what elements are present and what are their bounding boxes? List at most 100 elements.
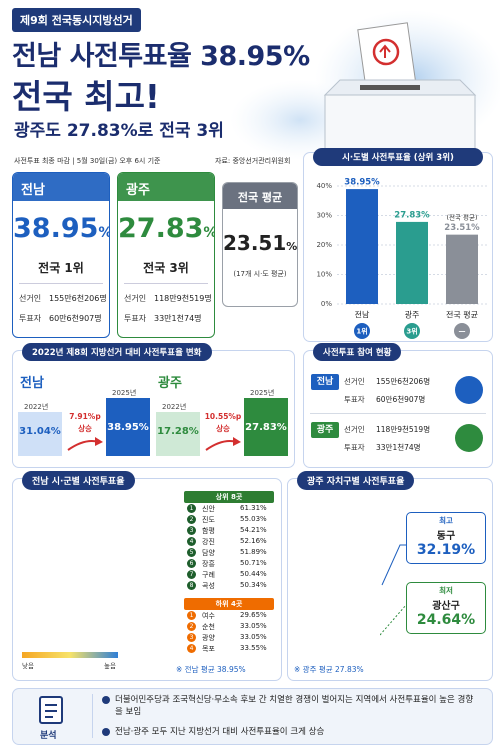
after-value: 38.95% (107, 422, 149, 433)
rank-number: 7 (187, 570, 196, 579)
subtitle: 광주도 27.83%로 전국 3위 (14, 121, 224, 141)
arrow-head (233, 437, 241, 446)
card-rate-wrap: 23.51% (223, 231, 297, 255)
stamp (372, 38, 400, 66)
card-line-label: 선거인 (19, 294, 42, 303)
average-card: 전국 평균 23.51% (17개 시·도 평균) (222, 182, 298, 307)
y-tick-label: 0% (321, 300, 332, 308)
arrow (205, 437, 241, 451)
year-after: 2025년 (112, 389, 137, 397)
rank-rate: 29.65% (240, 611, 267, 619)
card-rate-wrap: 27.83% (118, 213, 214, 244)
card-region: 전남 (21, 183, 45, 198)
divider (310, 413, 486, 414)
card-line-value: 60만6천907명 (49, 314, 102, 323)
divider (124, 283, 208, 284)
card-rate: 38.95 (13, 213, 99, 244)
section-title: 사전투표 참여 현황 (313, 343, 402, 361)
callout-rate: 32.19% (416, 542, 476, 558)
line-value: 118만9천519명 (376, 425, 431, 434)
analysis-label: 분석 (40, 731, 57, 741)
card-rank: 전국 3위 (143, 261, 189, 275)
title-line1: 전남 사전투표율 38.95% (12, 41, 310, 72)
callout-rate: 24.64% (416, 612, 476, 628)
callout-label: 최저 (439, 586, 453, 595)
region-name: 광주 (158, 376, 182, 391)
y-tick-label: 20% (316, 241, 332, 249)
rank-name: 진도 (202, 516, 215, 524)
section-title: 광주 자치구별 사전투표율 (297, 471, 415, 490)
rank-name: 순천 (202, 623, 215, 631)
card-line-value: 118만9천519명 (154, 294, 212, 303)
before-value: 17.28% (157, 426, 199, 437)
card-line-label: 투표자 (19, 314, 42, 323)
value-label: 27.83% (394, 210, 430, 220)
rank-badge (454, 323, 470, 339)
card-region: 광주 (126, 183, 150, 198)
panel (287, 478, 493, 681)
rank-number: 2 (187, 515, 196, 524)
card-unit: % (203, 225, 214, 241)
card-line-label: 선거인 (124, 294, 147, 303)
rank-rate: 50.71% (240, 559, 267, 567)
rank-name: 함평 (202, 527, 215, 535)
card-header (118, 173, 214, 201)
line-label: 투표자 (344, 443, 365, 452)
clipboard-lines (45, 704, 57, 718)
rank-number: 1 (187, 504, 196, 513)
rank-rate: 33.05% (240, 622, 267, 630)
rank-rate: 51.89% (240, 548, 267, 556)
chart-title: 시·도별 사전투표율 (상위 3위) (313, 148, 483, 166)
rank-rate: 61.31% (240, 504, 267, 512)
rank-number: 2 (187, 622, 196, 631)
basis: 사전투표 최종 마감 | 5월 30일(금) 오후 6시 기준 (14, 157, 161, 165)
card-line-value: 33만1천74명 (154, 314, 202, 323)
arrow-line (67, 440, 100, 451)
badge: 제9회 전국동시지방선거 (12, 8, 141, 32)
before-value: 31.04% (19, 426, 61, 437)
stamp-mark (379, 44, 391, 58)
rank-number: 1 (187, 611, 196, 620)
rank-label: 3위 (406, 327, 417, 336)
rank-name: 구례 (202, 571, 215, 579)
card-rate: 23.51 (223, 231, 287, 255)
after-value: 27.83% (245, 422, 287, 433)
divider (19, 283, 103, 284)
bar-chart: 0% 10% 20% 30% 40% 38.95% 전남 1위 27.83% 광주 3위 23.51%… (316, 178, 487, 339)
callout-box (406, 512, 486, 564)
line-label: 선거인 (344, 425, 365, 434)
rank-name: 목포 (202, 645, 215, 653)
analysis-point: 전남·광주 모두 지난 지방선거 대비 사전투표율이 크게 상승 (115, 727, 325, 737)
callout-name: 광산구 (432, 601, 460, 612)
x-tick-label: 전국 평균 (446, 310, 478, 320)
callout-line (381, 544, 406, 586)
before-bar (156, 412, 200, 456)
analysis-icon (39, 696, 63, 724)
section-title: 전남 시·군별 사전투표율 (22, 471, 135, 490)
rank-number: 3 (187, 633, 196, 642)
value-label: 38.95% (344, 178, 380, 188)
callout-box (406, 582, 486, 634)
change-word: 상승 (78, 424, 92, 433)
card-rate: 27.83 (118, 213, 204, 244)
rank-name: 여수 (202, 612, 215, 620)
region-tag: 광주 (311, 422, 339, 438)
rank-name: 강진 (202, 538, 215, 546)
year-before: 2022년 (24, 403, 49, 411)
vote-icon (455, 376, 483, 404)
callout-name: 동구 (436, 531, 456, 542)
line-value: 155만6천206명 (376, 377, 431, 386)
rank-name: 담양 (202, 549, 215, 557)
rank-name: 광양 (202, 634, 215, 642)
rank-badge (404, 323, 420, 339)
rank-name: 신안 (202, 505, 215, 513)
after-bar (244, 398, 288, 456)
legend-high: 높음 (104, 662, 116, 670)
card-unit: % (98, 225, 109, 241)
card-region: 전국 평균 (237, 191, 283, 204)
rank-name: 곡성 (202, 582, 215, 590)
callout-line (380, 604, 407, 636)
rank-rate: 33.05% (240, 633, 267, 641)
title-line2: 전국 최고! (12, 77, 160, 116)
